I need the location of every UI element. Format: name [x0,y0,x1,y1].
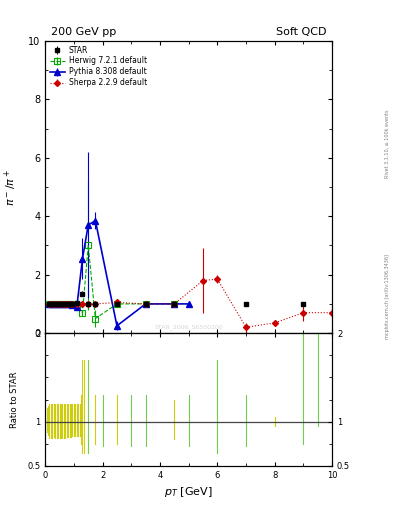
X-axis label: $p_T$ [GeV]: $p_T$ [GeV] [164,485,213,499]
Text: Rivet 3.1.10, ≥ 100k events: Rivet 3.1.10, ≥ 100k events [385,109,390,178]
Text: 200 GeV pp: 200 GeV pp [51,27,116,36]
Text: mcplots.cern.ch [arXiv:1306.3436]: mcplots.cern.ch [arXiv:1306.3436] [385,254,390,339]
Y-axis label: Ratio to STAR: Ratio to STAR [10,371,19,428]
Legend: STAR, Herwig 7.2.1 default, Pythia 8.308 default, Sherpa 2.2.9 default: STAR, Herwig 7.2.1 default, Pythia 8.308… [48,43,149,90]
Text: Soft QCD: Soft QCD [276,27,326,36]
Y-axis label: $\pi^- / \pi^+$: $\pi^- / \pi^+$ [3,168,19,206]
Text: STAR_2006_S6500200: STAR_2006_S6500200 [154,325,223,330]
